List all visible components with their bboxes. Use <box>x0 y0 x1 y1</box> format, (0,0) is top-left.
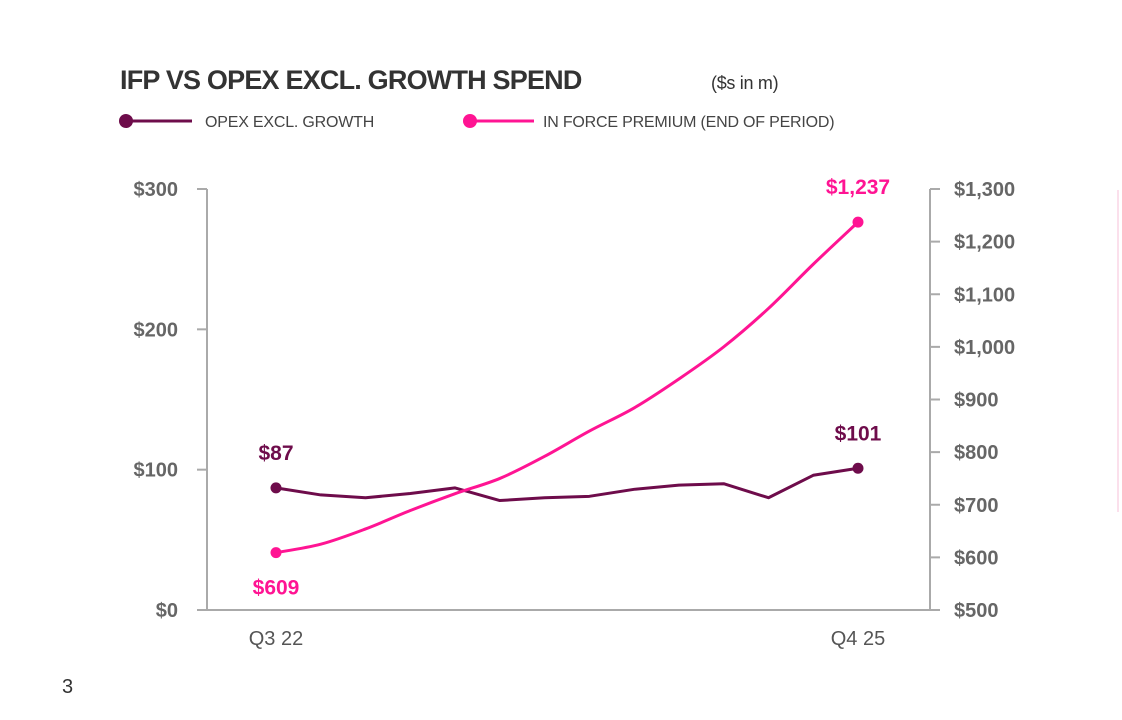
x-tick-label: Q3 22 <box>249 628 303 650</box>
series-line-ifp <box>275 221 860 555</box>
right-tick-label: $1,100 <box>954 284 1015 306</box>
legend-label-opex: OPEX EXCL. GROWTH <box>205 114 374 131</box>
right-tick-label: $1,000 <box>954 337 1015 359</box>
right-tick-label: $1,200 <box>954 232 1015 254</box>
data-label: $1,237 <box>826 176 890 199</box>
right-tick-label: $700 <box>954 495 999 517</box>
data-point-marker <box>270 482 282 494</box>
right-tick-label: $1,300 <box>954 179 1015 201</box>
left-tick-label: $0 <box>156 600 178 622</box>
data-point-marker <box>852 462 864 474</box>
legend-label-ifp: IN FORCE PREMIUM (END OF PERIOD) <box>543 114 834 131</box>
chart-subtitle: ($s in m) <box>711 73 778 93</box>
series-line-opex <box>275 466 859 503</box>
legend-marker-opex <box>119 114 133 128</box>
right-tick-label: $900 <box>954 390 999 412</box>
x-tick-label: Q4 25 <box>831 628 885 650</box>
left-tick-label: $100 <box>134 460 179 482</box>
right-tick-label: $500 <box>954 600 999 622</box>
left-tick-label: $300 <box>134 179 179 201</box>
left-tick-label: $200 <box>134 319 179 341</box>
right-tick-label: $800 <box>954 442 999 464</box>
data-label: $101 <box>835 422 882 445</box>
legend: OPEX EXCL. GROWTH IN FORCE PREMIUM (END … <box>119 114 835 131</box>
data-label: $609 <box>253 577 300 600</box>
data-point-marker <box>852 216 864 228</box>
page-number: 3 <box>62 676 73 698</box>
legend-marker-ifp <box>463 114 477 128</box>
data-label: $87 <box>258 442 293 465</box>
right-tick-label: $600 <box>954 547 999 569</box>
chart-title: IFP VS OPEX EXCL. GROWTH SPEND <box>120 65 582 95</box>
data-point-marker <box>270 547 282 559</box>
